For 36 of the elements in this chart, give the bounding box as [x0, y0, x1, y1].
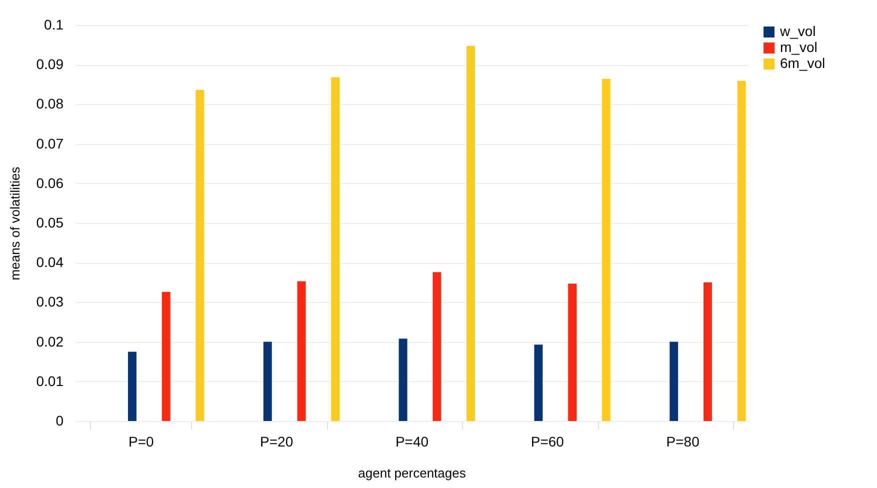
y-tick-label: 0.03: [36, 294, 64, 310]
y-tick-label: 0.07: [36, 135, 64, 152]
bar: [703, 282, 712, 421]
y-tick-label: 0.1: [44, 16, 64, 32]
bar: [466, 46, 475, 421]
x-tick-label: P=20: [260, 434, 294, 450]
legend-label: m_vol: [780, 39, 818, 55]
y-tick-label: 0.09: [36, 56, 64, 72]
x-tick-label: P=0: [128, 434, 154, 450]
bar: [432, 272, 442, 421]
y-tick-label: 0: [56, 412, 64, 428]
bar: [737, 80, 746, 421]
legend-label: w_vol: [779, 23, 816, 39]
bar: [534, 344, 543, 421]
y-tick-label: 0.04: [36, 254, 64, 270]
bar: [331, 77, 340, 421]
bar: [670, 342, 678, 421]
bar: [128, 352, 136, 421]
bar: [162, 292, 170, 421]
legend-label: 6m_vol: [780, 55, 826, 71]
y-tick-label: 0.06: [36, 174, 64, 191]
y-tick-label: 0.05: [36, 214, 64, 230]
y-tick-label: 0.08: [36, 96, 64, 112]
y-tick-label: 0.02: [36, 333, 64, 350]
x-tick-label: P=60: [530, 434, 564, 450]
y-axis-title: means of volatilities: [7, 166, 22, 280]
bar: [398, 338, 408, 421]
bar: [263, 342, 272, 421]
x-axis-title: agent percentages: [358, 466, 466, 480]
bar: [196, 90, 204, 421]
bar: [602, 78, 610, 421]
bar: [568, 284, 577, 421]
x-tick-label: P=80: [666, 434, 700, 450]
y-tick-label: 0.01: [36, 372, 64, 389]
x-tick-label: P=40: [395, 434, 429, 450]
bar: [297, 281, 306, 421]
